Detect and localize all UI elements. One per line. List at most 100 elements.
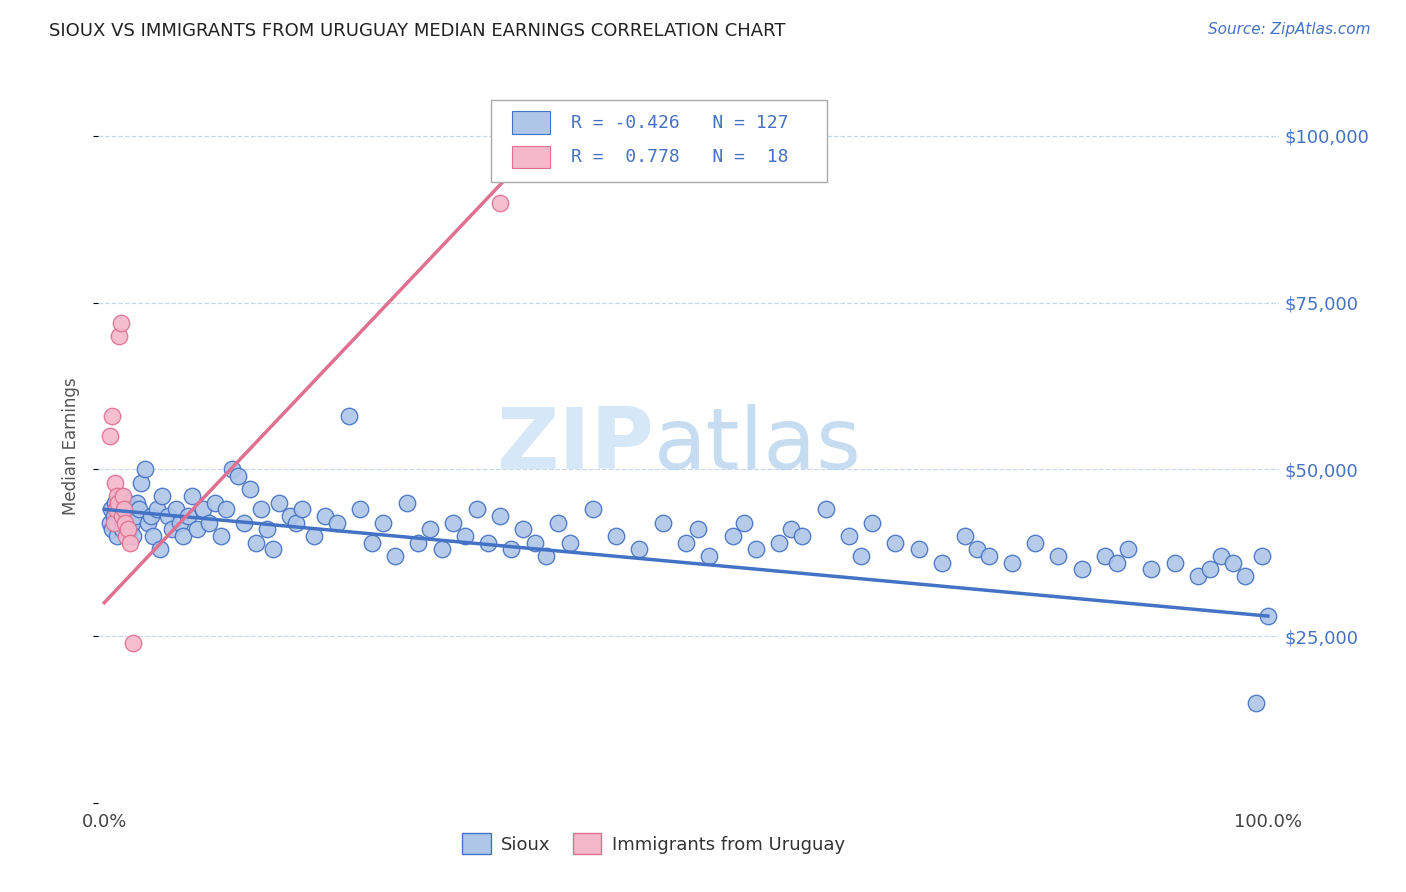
Point [373,516,395,530]
Point [110,489,132,503]
Point [1001,556,1024,570]
Point [215,502,238,516]
Point [105,489,128,503]
Point [103,509,125,524]
Point [250,502,273,516]
Point [977,549,1000,563]
Point [267,496,290,510]
Point [547,516,569,530]
Point [1233,569,1256,583]
Point [512,522,534,536]
Point [165,502,187,516]
Point [114,516,136,530]
Text: R =  0.778   N =  18: R = 0.778 N = 18 [571,148,789,166]
Point [628,542,651,557]
Legend: Sioux, Immigrants from Uruguay: Sioux, Immigrants from Uruguay [454,826,852,862]
Point [118,522,141,536]
Point [536,549,558,563]
Point [733,516,755,530]
Point [142,529,165,543]
Point [1251,549,1274,563]
Point [745,542,768,557]
Point [124,509,146,524]
Point [697,549,720,563]
Point [138,516,160,530]
Point [100,502,122,516]
FancyBboxPatch shape [512,112,550,134]
Point [686,522,709,536]
FancyBboxPatch shape [491,100,827,182]
Point [180,489,202,503]
Point [110,316,132,330]
Point [501,542,523,557]
Point [582,502,605,516]
Point [349,502,371,516]
Text: atlas: atlas [654,404,862,488]
Point [326,516,349,530]
Point [792,529,814,543]
Point [101,522,124,536]
Point [408,535,430,549]
FancyBboxPatch shape [512,145,550,169]
Text: SIOUX VS IMMIGRANTS FROM URUGUAY MEDIAN EARNINGS CORRELATION CHART: SIOUX VS IMMIGRANTS FROM URUGUAY MEDIAN … [49,22,786,40]
Point [465,502,488,516]
Point [302,529,325,543]
Point [98,516,121,530]
Point [1244,696,1267,710]
Point [337,409,360,423]
Point [489,509,512,524]
Point [125,496,148,510]
Point [1187,569,1209,583]
Point [1047,549,1070,563]
Point [107,502,129,516]
Point [1222,556,1244,570]
Point [108,329,131,343]
Point [198,516,221,530]
Point [107,496,129,510]
Point [104,516,127,530]
Point [430,542,453,557]
Point [1070,562,1092,576]
Point [114,516,136,530]
Point [160,522,183,536]
Point [419,522,441,536]
Point [454,529,477,543]
Point [314,509,336,524]
Point [177,509,200,524]
Point [104,475,127,490]
Point [204,496,226,510]
Point [280,509,302,524]
Point [111,489,134,503]
Point [1257,609,1279,624]
Point [477,535,499,549]
Point [226,469,249,483]
Point [131,475,153,490]
Point [105,529,128,543]
Point [849,549,872,563]
Point [1105,556,1128,570]
Point [128,502,150,516]
Point [721,529,744,543]
Point [360,535,382,549]
Point [966,542,988,557]
Point [675,535,697,549]
Point [145,502,167,516]
Point [860,516,883,530]
Point [115,529,138,543]
Point [1140,562,1163,576]
Point [256,522,278,536]
Point [169,516,191,530]
Point [523,535,546,549]
Point [931,556,953,570]
Point [157,509,180,524]
Point [186,522,208,536]
Point [605,529,627,543]
Point [108,509,131,524]
Point [1164,556,1187,570]
Point [884,535,907,549]
Point [118,535,141,549]
Point [104,496,127,510]
Point [245,535,267,549]
Point [122,636,145,650]
Point [104,502,127,516]
